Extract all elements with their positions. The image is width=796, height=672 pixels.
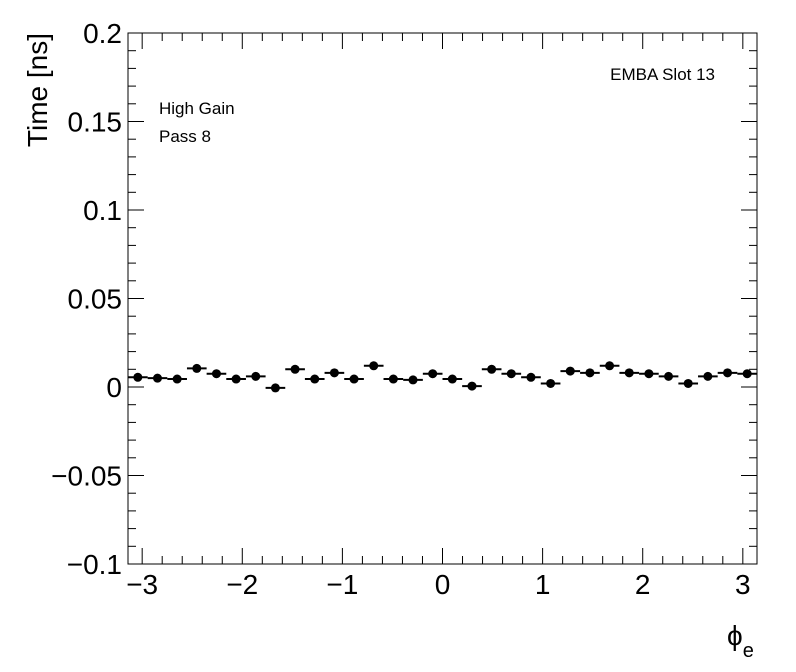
y-tick-label: 0.15 — [68, 107, 123, 138]
data-point — [211, 369, 221, 379]
y-tick-label: 0.05 — [68, 284, 123, 315]
data-point — [290, 364, 300, 374]
data-point — [231, 374, 241, 384]
data-point — [251, 371, 261, 381]
x-axis-title: ϕe — [727, 620, 754, 662]
data-point — [428, 369, 438, 379]
axis-ticks — [128, 32, 757, 565]
y-tick-label: 0.2 — [83, 18, 122, 49]
data-point — [546, 378, 556, 388]
y-tick-label: −0.1 — [67, 549, 122, 580]
data-point — [369, 361, 379, 371]
data-point — [664, 371, 674, 381]
annotation-pass: Pass 8 — [159, 127, 211, 146]
data-point — [703, 371, 713, 381]
data-point — [133, 372, 143, 382]
data-point — [447, 374, 457, 384]
data-point — [310, 374, 320, 384]
data-point — [585, 368, 595, 378]
data-point — [723, 368, 733, 378]
x-tick-label: 0 — [435, 569, 451, 600]
data-point — [408, 375, 418, 385]
data-point — [388, 374, 398, 384]
data-point — [742, 369, 752, 379]
data-point — [487, 364, 497, 374]
data-point — [349, 374, 359, 384]
x-tick-label: 2 — [635, 569, 651, 600]
data-points — [128, 361, 757, 393]
data-point — [526, 372, 536, 382]
x-tick-label: −3 — [126, 569, 158, 600]
annotation-gain: High Gain — [159, 99, 235, 118]
data-point — [467, 381, 477, 391]
x-tick-label: −1 — [326, 569, 358, 600]
y-tick-label: −0.05 — [51, 461, 122, 492]
data-point — [192, 363, 202, 373]
y-tick-label: 0 — [106, 372, 122, 403]
y-axis-title: Time [ns] — [22, 33, 53, 147]
x-tick-label: 3 — [735, 569, 751, 600]
data-point — [329, 368, 339, 378]
y-tick-label: 0.1 — [83, 195, 122, 226]
data-point — [172, 374, 182, 384]
x-axis-title-main: ϕ — [727, 620, 743, 651]
data-point — [152, 373, 162, 383]
data-point — [270, 383, 280, 393]
data-point — [683, 378, 693, 388]
data-point — [644, 369, 654, 379]
data-point — [565, 366, 575, 376]
x-axis-title-subscript: e — [743, 640, 754, 662]
annotation-module: EMBA Slot 13 — [610, 65, 715, 84]
tick-labels: −3 −2 −1 0 1 2 3 −0.1 −0.05 0 0.05 0.1 0.15 0.2 — [51, 18, 750, 600]
x-tick-label: 1 — [535, 569, 551, 600]
data-point — [605, 361, 615, 371]
data-point — [506, 369, 516, 379]
x-tick-label: −2 — [226, 569, 258, 600]
data-point — [624, 368, 634, 378]
